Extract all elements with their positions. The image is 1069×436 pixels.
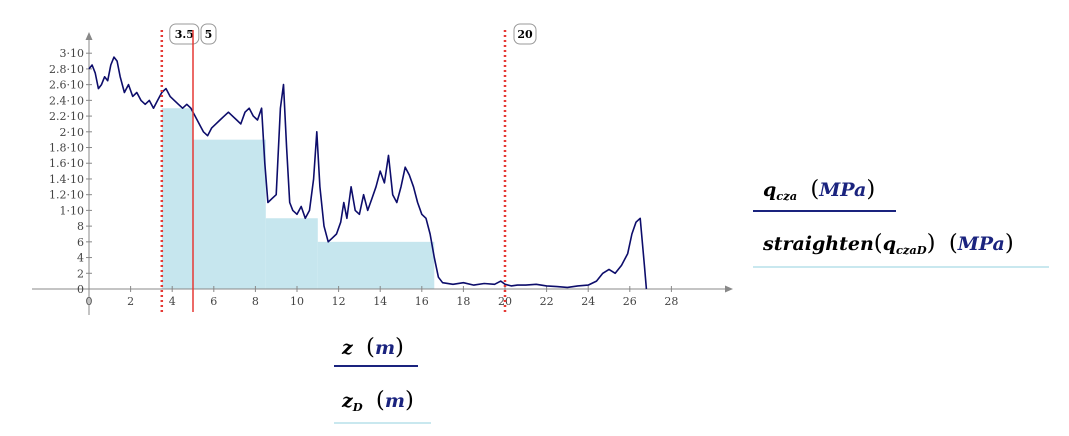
y-tick-label-6: 1.8·10 bbox=[49, 142, 84, 155]
fill-step-4 bbox=[349, 241, 435, 289]
fill-step-2 bbox=[265, 218, 318, 289]
fill-layer bbox=[161, 108, 435, 289]
x-tick-label-6: 12 bbox=[332, 295, 346, 308]
marker-box-0 bbox=[169, 23, 200, 45]
y-label-rule-2 bbox=[753, 266, 1049, 268]
y-label-rule-1 bbox=[753, 210, 896, 212]
x-axis-arrow bbox=[725, 285, 733, 293]
y-tick-label-2: 2.6·10 bbox=[49, 79, 84, 92]
fill-step-0 bbox=[161, 108, 193, 289]
y-axis-label-2[interactable]: straighten(qczaD) (MPa) bbox=[763, 230, 1014, 257]
x1-var: z bbox=[342, 337, 353, 359]
y-tick-label-8: 1.4·10 bbox=[49, 173, 84, 186]
y2-unit: MPa bbox=[957, 233, 1005, 255]
marker-label-1: 5 bbox=[205, 28, 213, 41]
y2-func: straighten bbox=[763, 233, 874, 255]
x-tick-label-2: 4 bbox=[169, 295, 176, 308]
series-layer bbox=[88, 56, 648, 290]
y-tick-label-14: 2 bbox=[77, 267, 84, 280]
x-tick-label-0: 0 bbox=[86, 295, 93, 308]
x-tick-label-11: 22 bbox=[540, 295, 554, 308]
x-axis-label-1[interactable]: z (m) bbox=[342, 334, 404, 360]
fill-step-3 bbox=[317, 241, 349, 289]
marker-layer: 3.5 5 20 bbox=[160, 23, 537, 312]
y-tick-label-9: 1.2·10 bbox=[49, 189, 84, 202]
x-tick-label-14: 28 bbox=[664, 295, 678, 308]
x-label-rule-2 bbox=[334, 422, 431, 424]
marker-box-1 bbox=[200, 23, 217, 45]
x-tick-label-4: 8 bbox=[252, 295, 259, 308]
marker-box-2 bbox=[513, 23, 537, 45]
y-axis-arrow bbox=[85, 32, 93, 40]
x-tick-label-5: 10 bbox=[290, 295, 304, 308]
x1-unit: m bbox=[374, 337, 396, 359]
y-tick-label-11: 8 bbox=[77, 220, 84, 233]
x2-sub: D bbox=[352, 399, 363, 414]
y1-var: q bbox=[763, 179, 777, 201]
y-axis-label-1[interactable]: qcza (MPa) bbox=[763, 176, 876, 203]
series-line-0 bbox=[88, 56, 648, 290]
y2-sub: czaD bbox=[896, 242, 927, 257]
y-tick-label-7: 1.6·10 bbox=[49, 157, 84, 170]
x-label-rule-1 bbox=[334, 365, 418, 367]
y-tick-label-4: 2.2·10 bbox=[49, 110, 84, 123]
marker-label-0: 3.5 bbox=[175, 28, 194, 41]
axes: 02468101214161820222426283·102.8·102.6·1… bbox=[32, 32, 733, 315]
y-tick-label-10: 1·10 bbox=[60, 204, 85, 217]
x-tick-label-3: 6 bbox=[210, 295, 217, 308]
y-tick-label-3: 2.4·10 bbox=[49, 94, 84, 107]
y1-sub: cza bbox=[776, 188, 798, 203]
x-tick-label-7: 14 bbox=[373, 295, 387, 308]
fill-step-1 bbox=[193, 139, 266, 289]
x-tick-label-13: 26 bbox=[623, 295, 637, 308]
y-tick-label-0: 3·10 bbox=[60, 47, 85, 60]
x-tick-label-1: 2 bbox=[127, 295, 134, 308]
x-tick-label-9: 18 bbox=[456, 295, 470, 308]
x2-unit: m bbox=[384, 390, 405, 412]
x2-var: z bbox=[342, 390, 353, 412]
y1-unit: MPa bbox=[819, 179, 867, 201]
y-tick-label-5: 2·10 bbox=[60, 126, 85, 139]
x-tick-label-12: 24 bbox=[581, 295, 595, 308]
marker-label-2: 20 bbox=[517, 28, 533, 41]
y-tick-label-1: 2.8·10 bbox=[49, 63, 84, 76]
y-tick-label-12: 6 bbox=[77, 236, 84, 249]
y-tick-label-15: 0 bbox=[77, 283, 84, 296]
x-axis-label-2[interactable]: zD (m) bbox=[342, 387, 414, 414]
y2-var: q bbox=[882, 233, 896, 255]
y-tick-label-13: 4 bbox=[77, 252, 84, 265]
x-tick-label-8: 16 bbox=[415, 295, 429, 308]
